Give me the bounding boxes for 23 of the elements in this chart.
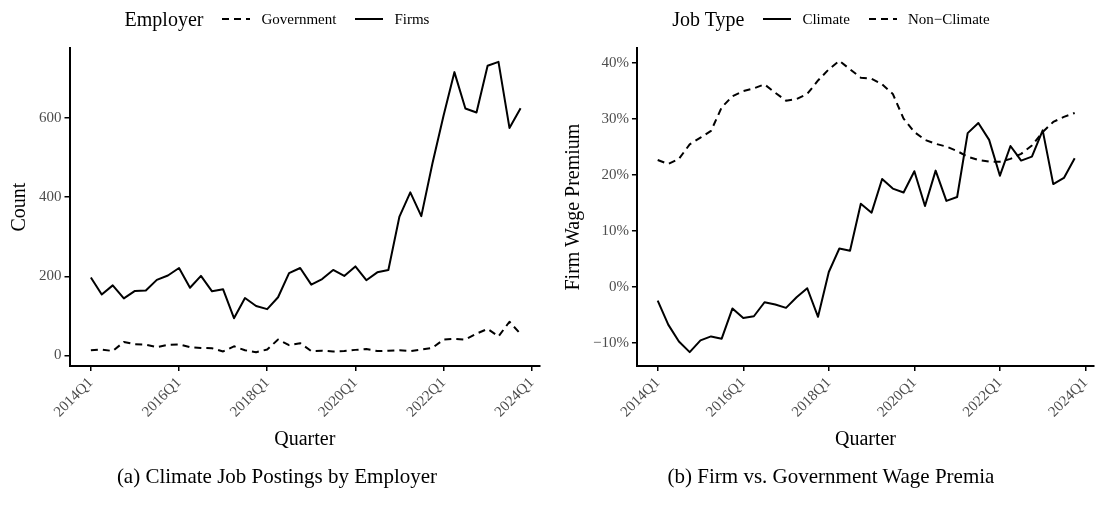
line-series — [89, 320, 522, 354]
x-axis-title: Quarter — [274, 427, 336, 450]
y-tick-label: 0 — [54, 346, 62, 363]
legend-label: Non−Climate — [907, 10, 990, 28]
y-tick-label: −10% — [592, 334, 629, 351]
y-tick-label: 600 — [39, 108, 62, 125]
y-axis-title: Firm Wage Premium — [561, 123, 585, 291]
legend-label: Climate — [802, 10, 850, 28]
legend-title: Employer — [124, 7, 204, 31]
text: (b) Firm vs. Government Wage Premia — [667, 464, 995, 489]
y-tick-label: 400 — [39, 188, 62, 205]
legend-title: Job Type — [672, 7, 745, 31]
legend-label: Government — [261, 10, 337, 28]
y-tick-label: 30% — [601, 110, 629, 127]
x-axis-title: Quarter — [834, 427, 897, 450]
legend-label: Firms — [394, 10, 430, 28]
y-axis-title: Count — [7, 182, 30, 232]
y-tick-label: 200 — [39, 267, 62, 284]
y-tick-label: 10% — [601, 222, 629, 239]
y-tick-label: 0% — [608, 278, 629, 295]
y-tick-label: 20% — [601, 166, 629, 183]
y-tick-label: 40% — [601, 54, 629, 71]
text: (a) Climate Job Postings by Employer — [116, 464, 438, 489]
